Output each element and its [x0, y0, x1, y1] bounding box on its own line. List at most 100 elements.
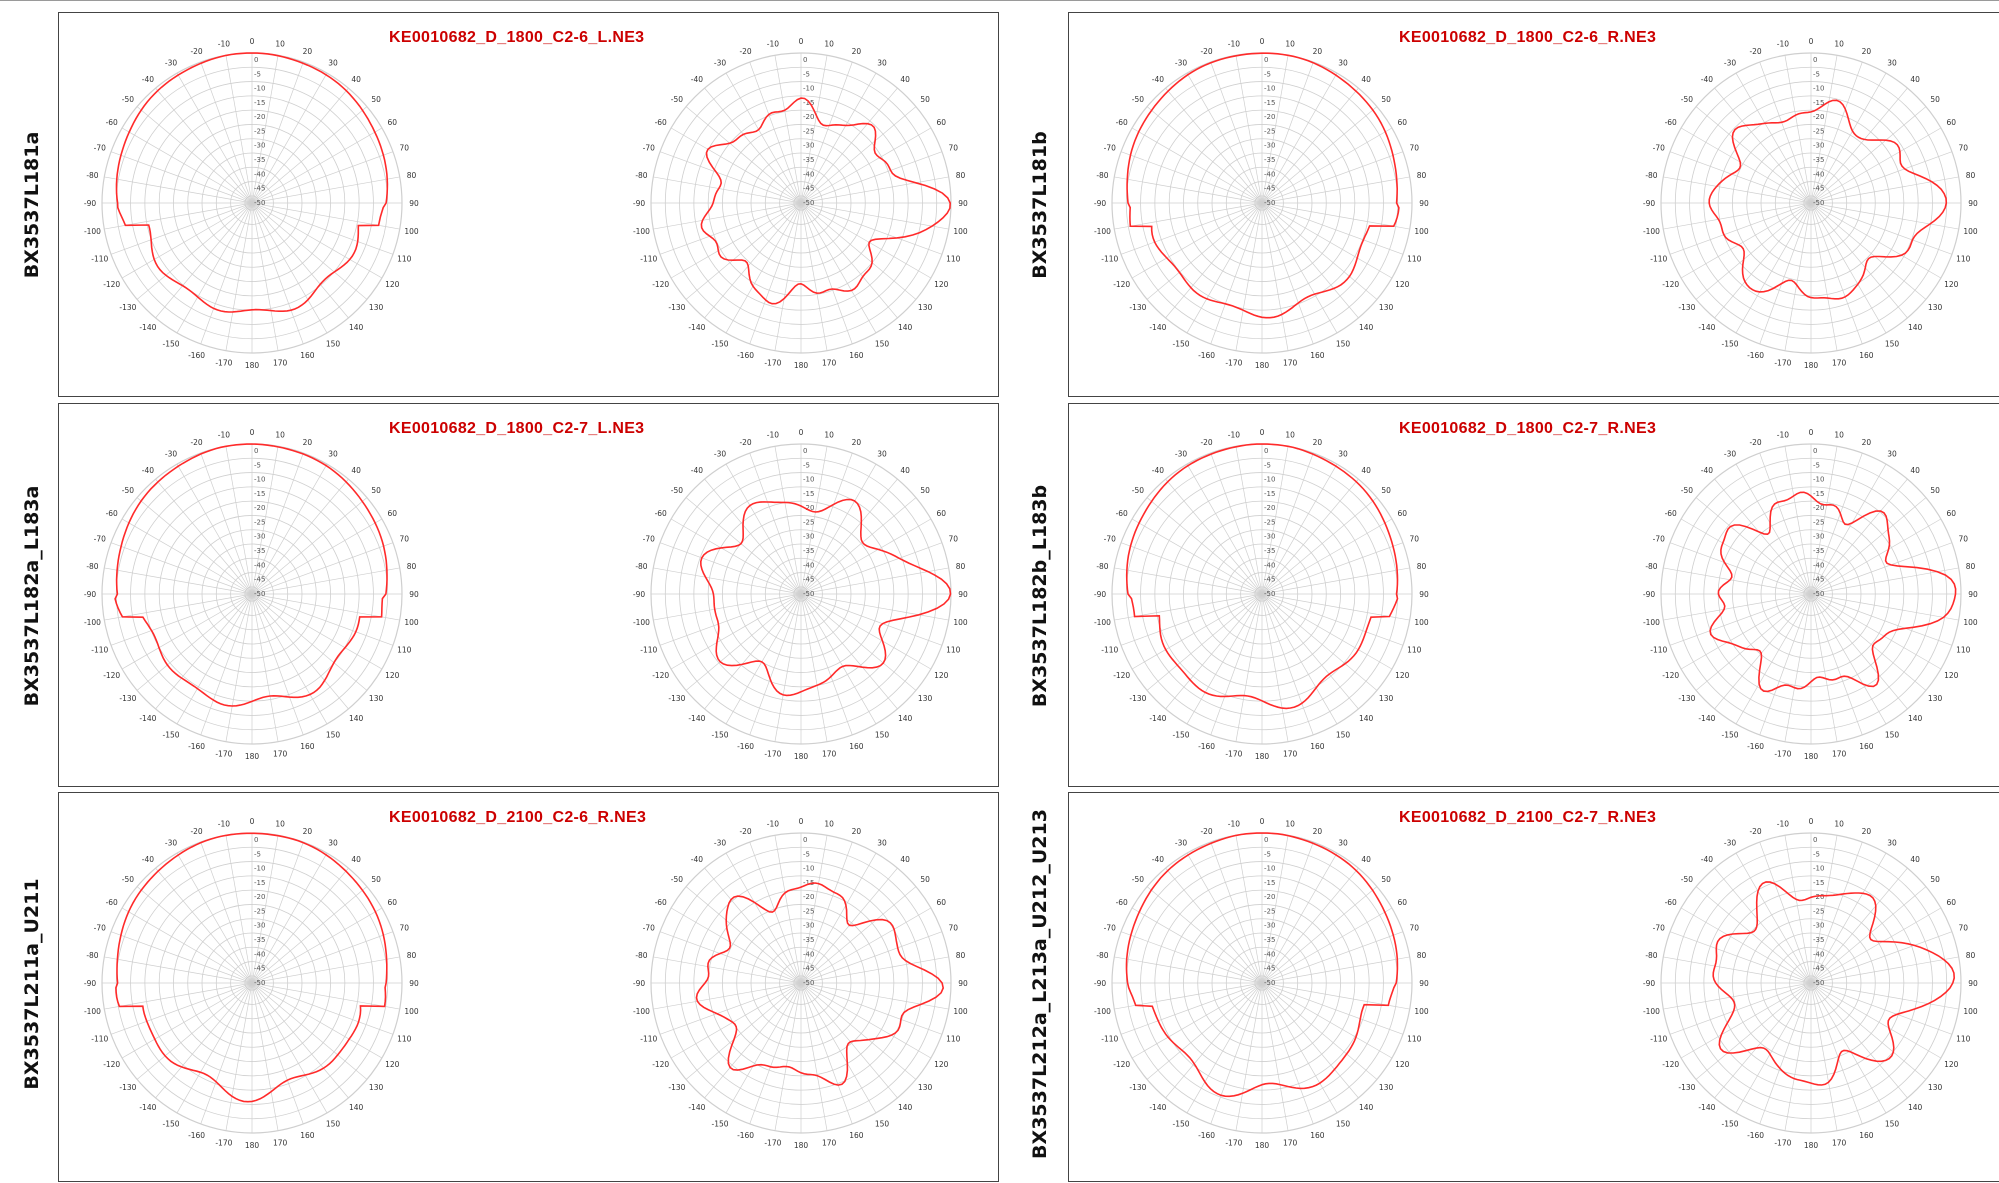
angle-tick-label: -160	[188, 351, 205, 360]
grid-spoke	[1235, 835, 1263, 984]
grid-spoke	[704, 87, 802, 204]
angle-tick-label: 20	[1313, 438, 1323, 447]
grid-spoke	[659, 151, 802, 204]
angle-tick-label: 130	[1379, 303, 1394, 312]
angle-tick-label: 0	[799, 428, 804, 437]
pattern-panel-4: KE0010682_D_1800_C2-7_R.NE3 0 10 20 30 40 50 6…	[1068, 403, 1999, 787]
grid-spoke	[774, 55, 802, 204]
radial-tick-label: -40	[803, 561, 814, 569]
angle-tick-label: 70	[399, 924, 409, 933]
radial-tick-label: -15	[1264, 99, 1275, 107]
grid-spoke	[1810, 886, 1927, 984]
grid-spoke	[1261, 202, 1410, 230]
angle-tick-label: -100	[84, 1007, 101, 1016]
angle-tick-label: -10	[218, 39, 230, 48]
radial-tick-label: 0	[254, 56, 258, 64]
angle-tick-label: -40	[1701, 466, 1713, 475]
grid-spoke	[800, 593, 828, 742]
angle-tick-label: -40	[1152, 75, 1164, 84]
grid-spoke	[1261, 61, 1314, 204]
angle-tick-label: 20	[303, 438, 313, 447]
angle-tick-label: -20	[1749, 47, 1761, 56]
grid-spoke	[1261, 446, 1289, 595]
angle-tick-label: 0	[1260, 428, 1265, 437]
angle-tick-label: -80	[635, 171, 647, 180]
grid-spoke	[653, 956, 802, 984]
angle-tick-label: -150	[711, 730, 728, 739]
angle-tick-label: 160	[300, 351, 315, 360]
grid-spoke	[1810, 202, 1887, 334]
grid-spoke	[1810, 202, 1959, 230]
grid-spoke	[251, 446, 279, 595]
angle-tick-label: -40	[691, 855, 703, 864]
grid-spoke	[1784, 835, 1812, 984]
grid-spoke	[800, 202, 877, 334]
grid-spoke	[155, 202, 253, 319]
grid-spoke	[800, 593, 853, 736]
angle-tick-label: 170	[273, 359, 288, 368]
grid-spoke	[251, 982, 328, 1114]
grid-spoke	[1810, 72, 1887, 204]
grid-spoke	[1261, 463, 1338, 595]
radial-tick-label: -50	[254, 979, 265, 987]
grid-spoke	[800, 907, 932, 984]
grid-spoke	[1695, 106, 1812, 204]
grid-spoke	[1810, 956, 1959, 984]
grid-spoke	[1810, 202, 1942, 279]
angle-tick-label: 110	[397, 254, 412, 263]
grid-spoke	[104, 176, 253, 204]
polar-plot-2: 0 10 20 30 40 50 60 70 80 90 100 110 120 130 140 150 160…	[633, 37, 968, 370]
angle-tick-label: 70	[399, 144, 409, 153]
angle-tick-label: 60	[1398, 509, 1408, 518]
angle-tick-label: 80	[1966, 562, 1976, 571]
radial-tick-label: -35	[803, 936, 814, 944]
grid-spoke	[155, 982, 253, 1099]
angle-tick-label: 180	[1255, 361, 1270, 370]
angle-tick-label: 160	[849, 742, 864, 751]
grid-spoke	[800, 127, 932, 204]
angle-tick-label: -150	[1172, 730, 1189, 739]
angle-tick-label: 60	[388, 509, 398, 518]
radial-tick-label: -45	[254, 965, 265, 973]
angle-tick-label: 90	[1968, 199, 1978, 208]
grid-spoke	[685, 982, 802, 1080]
grid-spoke	[1735, 593, 1812, 725]
radial-tick-label: -30	[1813, 533, 1824, 541]
angle-tick-label: -100	[1094, 227, 1111, 236]
angle-tick-label: 10	[1834, 430, 1844, 439]
grid-spoke	[251, 593, 328, 725]
angle-tick-label: 120	[1395, 671, 1410, 680]
angle-tick-label: 120	[934, 671, 949, 680]
grid-spoke	[800, 835, 828, 984]
angle-tick-label: -70	[94, 924, 106, 933]
radial-tick-label: -30	[254, 533, 265, 541]
angle-tick-label: 80	[1417, 562, 1427, 571]
grid-spoke	[800, 72, 877, 204]
grid-spoke	[1810, 593, 1959, 621]
radial-tick-label: -30	[1264, 533, 1275, 541]
angle-tick-label: 90	[409, 979, 419, 988]
angle-tick-label: 150	[1336, 730, 1351, 739]
grid-spoke	[176, 463, 253, 595]
grid-spoke	[251, 87, 349, 204]
grid-spoke	[1261, 202, 1289, 351]
angle-tick-label: 80	[407, 951, 417, 960]
angle-tick-label: 150	[1336, 339, 1351, 348]
grid-spoke	[749, 452, 802, 595]
grid-spoke	[1810, 127, 1942, 204]
angle-tick-label: -90	[1643, 590, 1655, 599]
pattern-trace	[699, 498, 952, 697]
grid-spoke	[800, 982, 877, 1114]
angle-tick-label: 170	[1832, 750, 1847, 759]
radial-tick-label: -45	[1264, 965, 1275, 973]
angle-tick-label: 40	[351, 75, 361, 84]
radial-tick-label: -25	[1264, 127, 1275, 135]
angle-tick-label: -130	[668, 1083, 685, 1092]
angle-tick-label: 60	[937, 898, 947, 907]
radial-tick-label: -50	[1813, 199, 1824, 207]
angle-tick-label: -150	[711, 339, 728, 348]
angle-tick-label: 100	[1414, 618, 1429, 627]
angle-tick-label: -30	[165, 839, 177, 848]
angle-tick-label: 160	[849, 1131, 864, 1140]
angle-tick-label: 10	[824, 430, 834, 439]
